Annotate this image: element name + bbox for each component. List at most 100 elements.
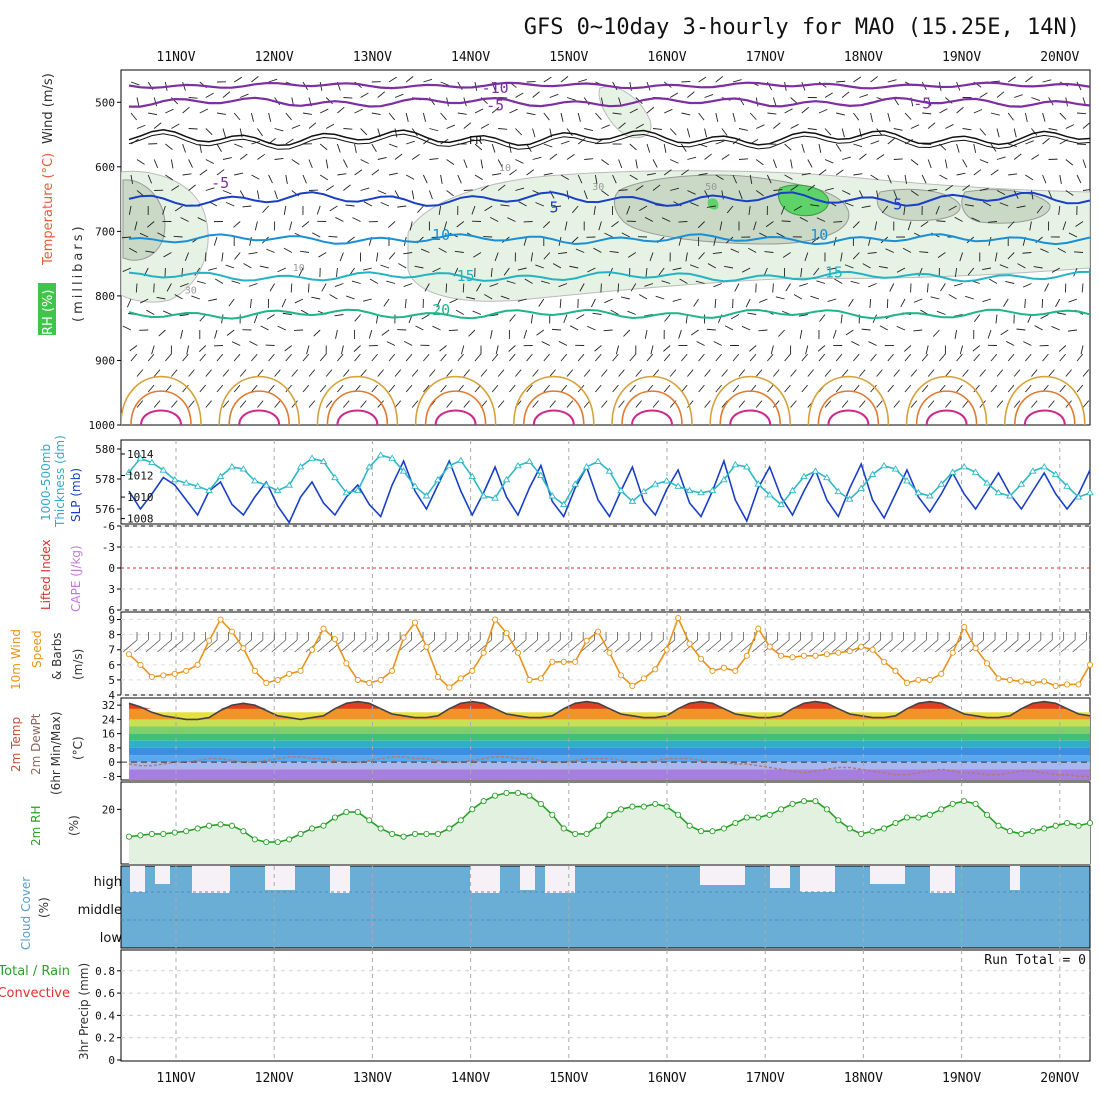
- wind-barb: [781, 220, 791, 222]
- wind-barb: [935, 205, 940, 215]
- wind-barb: [282, 312, 292, 315]
- wind-barb: [438, 247, 447, 253]
- wind-barb: [126, 298, 132, 308]
- isotherm-label: -5: [913, 95, 931, 113]
- slp-tick-label: 1010: [127, 491, 154, 504]
- wind-barb: [268, 112, 272, 122]
- wind-barb: [135, 283, 138, 293]
- wind-barb: [552, 205, 562, 208]
- wind-barb: [256, 190, 260, 200]
- wind-barb: [996, 369, 1004, 377]
- wind-speed-point: [206, 637, 213, 644]
- wind-barb: [308, 159, 313, 169]
- rh2m-point: [720, 825, 727, 832]
- wind-barb: [422, 112, 426, 122]
- wind-barb: [813, 267, 820, 276]
- rh2m-point: [274, 839, 281, 846]
- wind-barb: [1059, 174, 1062, 184]
- slp-point: [708, 486, 717, 494]
- slp-point: [399, 467, 408, 474]
- rh2m-point: [869, 828, 876, 835]
- slp-point: [388, 454, 396, 461]
- surface-wind-barb: [271, 639, 286, 653]
- wind-barb: [755, 159, 764, 166]
- wind-barb: [972, 345, 981, 352]
- wind-speed-point: [663, 646, 670, 653]
- wind-barb: [732, 112, 736, 122]
- wind-barb: [1016, 205, 1026, 209]
- wind-barb: [492, 173, 502, 176]
- wind-barb: [645, 267, 648, 277]
- wind-tick-label: 4: [108, 689, 115, 702]
- wind-barb: [171, 185, 180, 191]
- wind-barb: [801, 172, 811, 176]
- wind-barb: [208, 298, 218, 302]
- slp-point: [582, 463, 591, 470]
- wind-barb: [715, 353, 722, 362]
- wind-barb: [1065, 159, 1074, 166]
- wind-barb: [343, 128, 353, 130]
- wind-speed-point: [514, 649, 522, 656]
- wind-barb: [973, 353, 980, 362]
- wind-barb: [148, 112, 158, 116]
- wind-barb: [687, 156, 697, 160]
- wind-barb: [652, 184, 661, 191]
- wind-barb: [560, 384, 568, 393]
- rh-contour-label: 10: [293, 263, 305, 274]
- wind-barb: [291, 124, 301, 129]
- wind-barb: [262, 205, 269, 213]
- wind-barb: [790, 97, 798, 104]
- wind-barb: [715, 140, 725, 145]
- wind-barb: [841, 91, 850, 98]
- wind-barb: [896, 325, 906, 331]
- wind-barb: [570, 325, 579, 331]
- wind-barb: [841, 369, 849, 377]
- wind-barb: [549, 400, 556, 408]
- wind-barb: [174, 294, 183, 300]
- wind-barb: [182, 353, 189, 362]
- wind-barb: [311, 296, 321, 300]
- wind-barb: [973, 384, 980, 393]
- wind-barb: [136, 369, 144, 377]
- wind-barb: [799, 329, 803, 339]
- wind-barb: [721, 190, 724, 200]
- wind-barb: [188, 128, 198, 130]
- wind-barb: [489, 216, 499, 222]
- wind-barb: [704, 93, 714, 98]
- wind-barb: [686, 128, 691, 138]
- wind-barb: [432, 325, 441, 331]
- wind-barb: [1051, 326, 1060, 331]
- rh2m-point: [217, 821, 224, 828]
- wind-legend-label: Wind (m/s): [41, 73, 56, 144]
- wind-barb: [308, 283, 310, 293]
- wind-barb: [790, 369, 797, 377]
- wind-barb: [302, 112, 312, 115]
- wind-barb: [1023, 341, 1032, 346]
- rh2m-point: [617, 806, 624, 813]
- isotherm-line: [128, 191, 1090, 207]
- rh2m-point: [251, 836, 258, 843]
- surface-wind-barbs: [122, 632, 1087, 653]
- precip-label-total: Total / Rain: [0, 964, 70, 979]
- wind-barb: [790, 400, 797, 408]
- pressure-tick-label: 600: [95, 161, 115, 174]
- wind-barb: [284, 345, 293, 352]
- wind-barb: [681, 169, 689, 176]
- wind-barb: [1013, 128, 1017, 138]
- wind-barb: [449, 298, 458, 304]
- wind-barb: [173, 235, 183, 238]
- wind-barb: [704, 369, 711, 377]
- wind-barb: [397, 205, 407, 208]
- wind-barb: [199, 108, 209, 114]
- rh-10-upper-region: [598, 86, 652, 139]
- wind-barb: [542, 221, 551, 229]
- wind-speed-point: [308, 646, 316, 653]
- surface-wind-barb: [145, 639, 161, 653]
- wind-barb: [566, 369, 574, 377]
- wind-barb: [870, 174, 879, 181]
- wind-barb: [870, 76, 878, 83]
- wind-barb: [184, 252, 190, 262]
- wind-barb: [188, 369, 195, 377]
- wind-barb: [345, 295, 355, 300]
- wind-barb: [289, 221, 293, 231]
